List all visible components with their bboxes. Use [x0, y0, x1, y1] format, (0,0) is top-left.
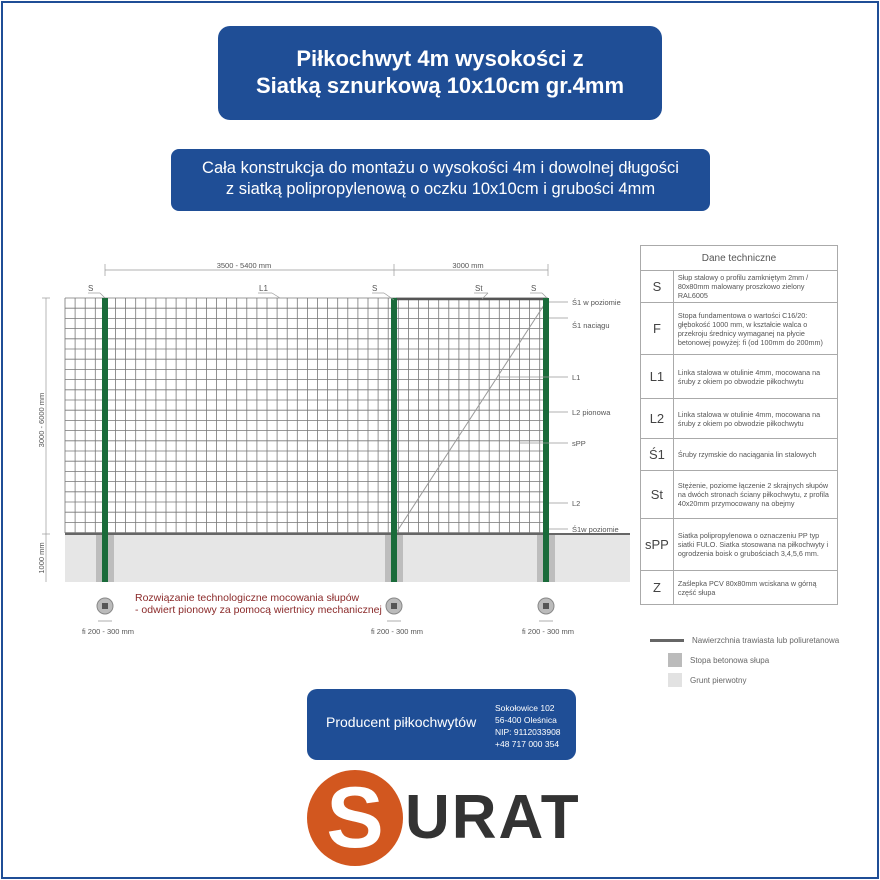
logo-text: URAT: [405, 783, 581, 852]
title-line-1: Piłkochwyt 4m wysokości z: [296, 46, 584, 71]
subtitle-banner: Cała konstrukcja do montażu o wysokości …: [171, 149, 710, 211]
technical-data-table: Dane techniczne S Słup stalowy o profilu …: [640, 245, 839, 605]
row-value: Stopa fundamentowa o wartości C16/20: gł…: [672, 302, 839, 355]
label-s-2: S: [372, 284, 377, 293]
legend-surface: Nawierzchnia trawiasta lub poliuretanowa: [650, 630, 839, 650]
row-key: Z: [640, 570, 674, 605]
label-s-3: S: [531, 284, 536, 293]
producer-box: Producent piłkochwytów Sokołowice 102 56…: [307, 689, 576, 760]
right-label-5: sPP: [572, 439, 586, 448]
note-line-1: Rozwiązanie technologiczne mocowania słu…: [135, 592, 360, 604]
legend-concrete: Stopa betonowa słupa: [650, 650, 839, 670]
row-key: S: [640, 270, 674, 303]
label-st: St: [475, 284, 483, 293]
tension-cable: [395, 301, 547, 534]
row-value: Zaślepka PCV 80x80mm wciskana w górną cz…: [672, 570, 839, 605]
table-header: Dane techniczne: [640, 245, 838, 271]
row-value: Linka stalowa w otulinie 4mm, mocowana n…: [672, 398, 839, 439]
subtitle-line-1: Cała konstrukcja do montażu o wysokości …: [202, 159, 679, 177]
table-row: Z Zaślepka PCV 80x80mm wciskana w górną c…: [640, 570, 839, 605]
subtitle-line-2: z siatką polipropylenową o oczku 10x10cm…: [225, 180, 656, 198]
post-1: [102, 298, 108, 582]
footing-label-3: fi 200 - 300 mm: [522, 627, 574, 636]
footing-label-2: fi 200 - 300 mm: [371, 627, 423, 636]
right-label-6: L2: [572, 499, 580, 508]
table-row: L2 Linka stalowa w otulinie 4mm, mocowana…: [640, 398, 839, 439]
table-row: Ś1 Śruby rzymskie do naciągania lin stalo…: [640, 438, 839, 471]
post-3: [543, 298, 549, 582]
row-value: Siatka polipropylenowa o oznaczeniu PP t…: [672, 518, 839, 571]
mounting-note: Rozwiązanie technologiczne mocowania słu…: [135, 592, 382, 616]
row-value: Linka stalowa w otulinie 4mm, mocowana n…: [672, 354, 839, 399]
row-key: L2: [640, 398, 674, 439]
right-label-2: Ś1 naciągu: [572, 321, 610, 330]
right-label-3: L1: [572, 373, 580, 382]
row-key: L1: [640, 354, 674, 399]
right-label-7: Ś1w poziomie: [572, 525, 619, 534]
row-key: sPP: [640, 518, 674, 571]
legend: Nawierzchnia trawiasta lub poliuretanowa…: [650, 630, 839, 690]
soil-swatch-icon: [668, 673, 682, 687]
row-value: Stężenie, poziome łączenie 2 skrajnych s…: [672, 470, 839, 519]
table-row: S Słup stalowy o profilu zamkniętym 2mm /…: [640, 270, 839, 303]
table-row: F Stopa fundamentowa o wartości C16/20: g…: [640, 302, 839, 355]
surface-swatch-icon: [650, 638, 684, 642]
footing-label-1: fi 200 - 300 mm: [82, 627, 134, 636]
legend-soil: Grunt pierwotny: [650, 670, 839, 690]
producer-label: Producent piłkochwytów: [326, 714, 477, 730]
row-key: Ś1: [640, 438, 674, 471]
surat-logo: S URAT: [307, 770, 579, 866]
label-l1: L1: [259, 284, 268, 293]
fence-diagram: 3500 - 5400 mm 3000 mm 3000 - 6000 mm 10…: [37, 261, 630, 636]
row-key: F: [640, 302, 674, 355]
row-value: Śruby rzymskie do naciągania lin stalowy…: [672, 438, 839, 471]
right-label-4: L2 pionowa: [572, 408, 611, 417]
dim-right: 3000 mm: [452, 261, 483, 270]
label-s-1: S: [88, 284, 93, 293]
table-row: sPP Siatka polipropylenowa o oznaczeniu P…: [640, 518, 839, 571]
net-mesh: [64, 297, 548, 533]
title-banner: Piłkochwyt 4m wysokości z Siatką sznurko…: [218, 26, 662, 120]
concrete-swatch-icon: [668, 653, 682, 667]
logo-s-circle: S: [307, 770, 403, 866]
table-row: L1 Linka stalowa w otulinie 4mm, mocowana…: [640, 354, 839, 399]
row-key: St: [640, 470, 674, 519]
dim-ground: 1000 mm: [37, 542, 46, 573]
post-2: [391, 298, 397, 582]
row-value: Słup stalowy o profilu zamkniętym 2mm / …: [672, 270, 839, 303]
producer-address: Sokołowice 102 56-400 Oleśnica NIP: 9112…: [495, 703, 561, 749]
ground-section: [65, 534, 630, 582]
right-label-1: Ś1 w poziomie: [572, 298, 621, 307]
table-row: St Stężenie, poziome łączenie 2 skrajnych…: [640, 470, 839, 519]
note-line-2: - odwiert pionowy za pomocą wiertnicy me…: [135, 604, 382, 616]
title-line-2: Siatką sznurkową 10x10cm gr.4mm: [255, 73, 625, 98]
dim-left: 3500 - 5400 mm: [217, 261, 272, 270]
dim-height: 3000 - 6000 mm: [37, 393, 46, 448]
